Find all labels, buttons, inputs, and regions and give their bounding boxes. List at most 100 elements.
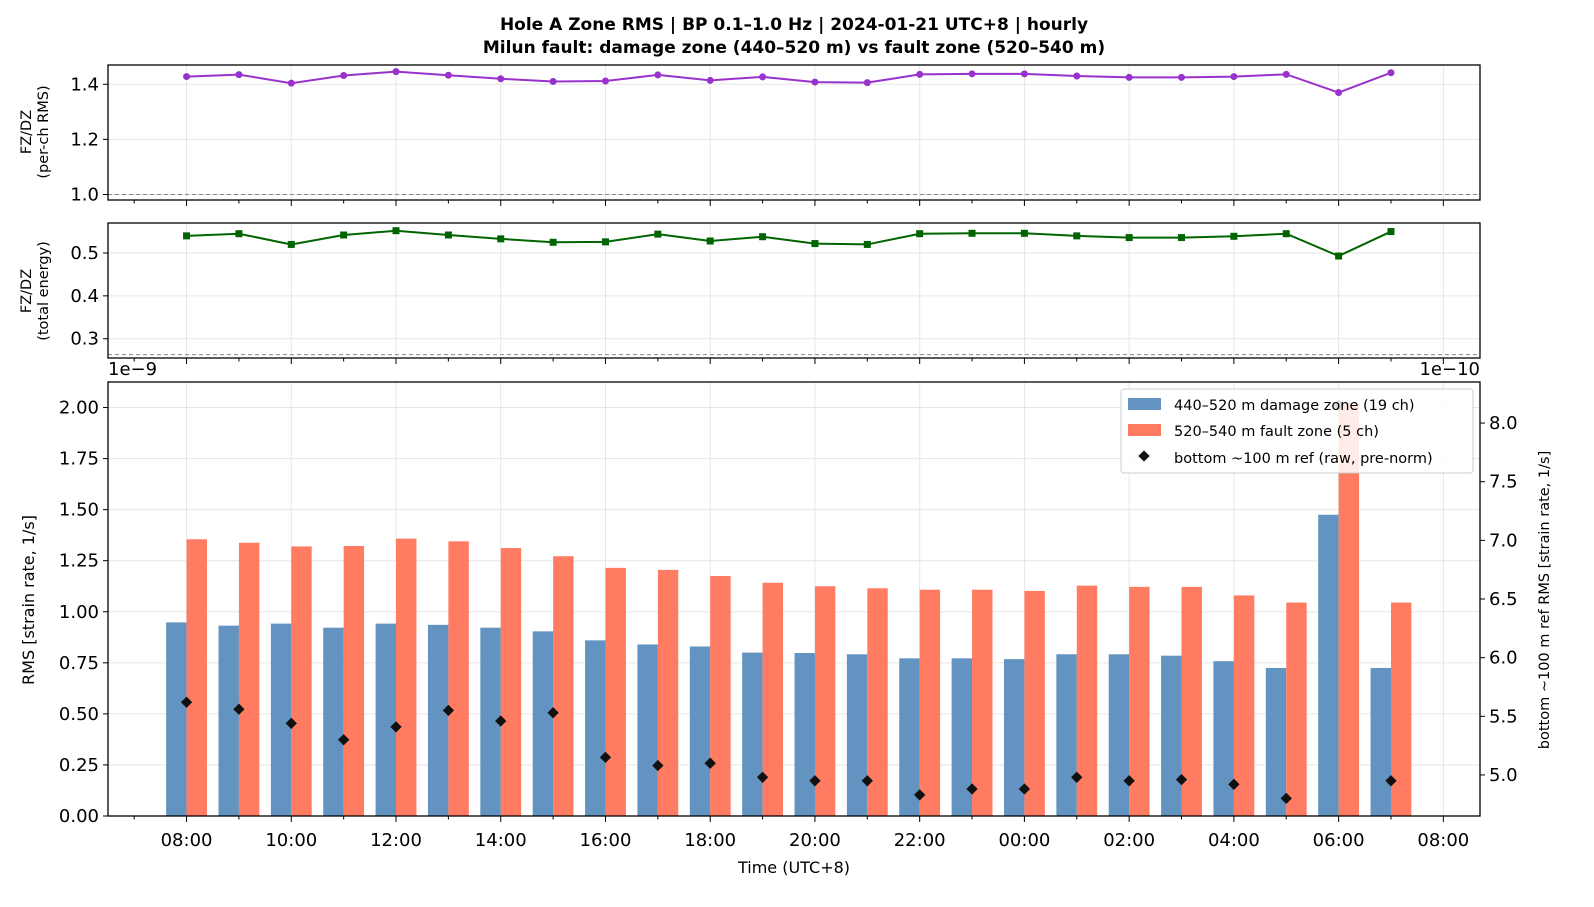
middle-data-point [1073, 232, 1081, 240]
fault-zone-bar [867, 588, 888, 816]
legend: 440–520 m damage zone (19 ch) 520–540 m … [1120, 388, 1474, 474]
bar-series [166, 403, 1412, 816]
legend-bottom-ref-label: bottom ~100 m ref (raw, pre-norm) [1174, 451, 1433, 467]
top-series-line [186, 70, 1392, 94]
bottom-ref-marker [966, 783, 978, 795]
damage-zone-bar [1056, 654, 1077, 816]
legend-bottom-ref-marker [1138, 450, 1150, 462]
damage-zone-bar [375, 623, 397, 816]
middle-data-point [1230, 232, 1238, 240]
bottom-ref-marker [337, 734, 350, 746]
bottom-ref-marker [861, 775, 873, 787]
damage-zone-bar [794, 653, 815, 816]
fault-zone-bar [1286, 602, 1307, 816]
top-ylabel-line-2: (per-ch RMS) [36, 85, 52, 178]
bottom-xtick-label: 14:00 [475, 830, 527, 851]
damage-zone-bar [1318, 514, 1339, 816]
bottom-ref-marker [809, 775, 821, 787]
top-data-point [549, 78, 557, 86]
bottom-y2tick-label: 5.5 [1489, 706, 1518, 727]
damage-zone-bar [846, 654, 868, 816]
figure-title-line-2: Milun fault: damage zone (440–520 m) vs … [483, 38, 1105, 58]
middle-panel-frame [107, 222, 1481, 359]
y-scale-multiplier: 1e−9 [108, 359, 157, 380]
middle-data-point [1335, 252, 1343, 260]
reference-lines [108, 193, 1480, 356]
fault-zone-bar [972, 589, 993, 816]
middle-ylabel-line-1: FZ/DZ [19, 269, 35, 313]
bottom-panel-frame [107, 381, 1481, 817]
bottom-ytick-label: 0.25 [59, 755, 99, 776]
middle-data-point [235, 230, 243, 238]
top-data-point [444, 71, 452, 79]
bottom-ref-marker [1123, 775, 1135, 787]
bottom-y2tick-label: 7.5 [1489, 472, 1518, 493]
middle-data-point [183, 232, 191, 240]
bottom-ref-marker [1175, 773, 1188, 786]
damage-zone-bar [1003, 659, 1025, 816]
figure-title-line-1: Hole A Zone RMS | BP 0.1–1.0 Hz | 2024-0… [500, 15, 1088, 35]
top-data-point [601, 77, 609, 85]
bottom-y2tick-label: 7.0 [1489, 530, 1518, 551]
bottom-ytick-label: 0.75 [59, 653, 99, 674]
middle-data-point [1020, 229, 1028, 237]
fault-zone-bar [710, 576, 731, 816]
damage-zone-bar [742, 652, 763, 816]
legend-damage-zone-swatch [1128, 398, 1161, 410]
bottom-xtick-label: 10:00 [265, 830, 317, 851]
bottom-xlabel: Time (UTC+8) [737, 858, 850, 877]
bottom-y2tick-label: 5.0 [1489, 765, 1518, 786]
middle-data-point [444, 231, 452, 239]
legend-fault-zone-swatch [1128, 424, 1161, 436]
fault-zone-bar [343, 546, 365, 816]
bottom-ref-marker [704, 757, 716, 769]
bottom-ref-marker [442, 704, 455, 717]
bottom-xtick-label: 20:00 [789, 830, 841, 851]
top-data-point [392, 68, 400, 76]
middle-data-point [706, 237, 714, 245]
top-ytick-label: 1.2 [70, 129, 99, 150]
top-data-point [1125, 73, 1133, 81]
bottom-y2tick-label: 6.5 [1489, 589, 1518, 610]
top-data-point [235, 71, 243, 79]
middle-data-point [863, 240, 871, 248]
middle-data-point [654, 230, 662, 238]
damage-zone-bar [1108, 654, 1130, 816]
bottom-ytick-label: 0.50 [59, 704, 99, 725]
top-data-point [1282, 70, 1290, 78]
damage-zone-bar [532, 631, 554, 816]
bottom-ref-marker [180, 696, 193, 708]
fault-zone-bar [605, 567, 626, 816]
bottom-ytick-label: 1.75 [59, 449, 99, 470]
top-data-point [811, 78, 819, 86]
damage-zone-bar [899, 658, 920, 816]
axis-ticks: 1.0 1.2 1.4 0.3 0.4 0.5 0.00 0.25 0.50 0.75 1.00 1.… [59, 74, 1518, 851]
fault-zone-bar [553, 556, 574, 816]
top-panel-frame [107, 64, 1481, 201]
fault-zone-bar [396, 538, 417, 816]
damage-zone-bar [218, 625, 239, 816]
damage-zone-bar [323, 627, 344, 816]
middle-data-point [811, 240, 819, 248]
bottom-y2tick-label: 6.0 [1489, 648, 1518, 669]
bottom-xtick-label: 16:00 [580, 830, 632, 851]
bottom-ref-marker [1228, 778, 1240, 790]
line-series [180, 68, 1397, 805]
fault-zone-bar [448, 541, 469, 816]
fault-zone-bar [238, 542, 260, 816]
bottom-y2label: bottom ~100 m ref RMS [strain rate, 1/s] [1537, 451, 1553, 749]
middle-ytick-label: 0.5 [70, 243, 99, 264]
bottom-ref-marker [1071, 771, 1083, 783]
damage-zone-bar [689, 646, 711, 816]
top-data-point [340, 71, 348, 79]
middle-data-point [759, 233, 767, 241]
damage-zone-bar [166, 622, 187, 816]
fault-zone-bar [1390, 602, 1412, 816]
fault-zone-bar [1233, 595, 1255, 816]
bottom-ref-marker [547, 707, 559, 719]
bottom-xtick-label: 08:00 [1417, 830, 1469, 851]
damage-zone-bar [951, 658, 973, 816]
fault-zone-bar [1076, 585, 1098, 816]
middle-data-point [392, 227, 400, 235]
bottom-ref-marker [233, 703, 245, 715]
